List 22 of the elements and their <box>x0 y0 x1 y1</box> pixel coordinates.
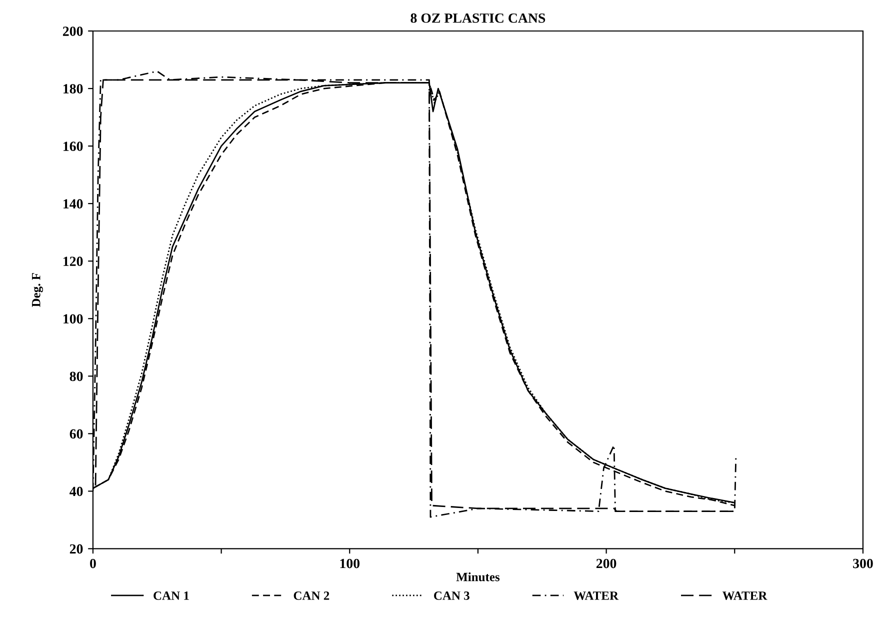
x-tick-label: 200 <box>596 558 616 568</box>
y-tick-label: 100 <box>64 314 83 324</box>
x-tick-label: 0 <box>90 558 96 568</box>
y-tick-label: 200 <box>62 26 83 36</box>
y-axis-title: Deg. F <box>32 273 43 307</box>
legend-label: WATER <box>722 592 768 600</box>
legend-label: CAN 3 <box>434 591 470 600</box>
y-tick-label: 20 <box>70 544 83 554</box>
y-tick-label: 180 <box>64 84 83 94</box>
y-tick-label: 60 <box>70 429 83 439</box>
x-tick-label: 300 <box>853 558 873 568</box>
legend-label: CAN 1 <box>154 591 189 600</box>
legend-label: WATER <box>574 592 619 600</box>
x-axis-title: Minutes <box>456 572 500 582</box>
y-tick-label: 120 <box>64 256 83 266</box>
y-tick-label: 160 <box>64 142 83 151</box>
y-tick-label: 80 <box>70 372 83 382</box>
y-tick-label: 140 <box>64 199 83 209</box>
x-tick-label: 100 <box>340 558 360 568</box>
legend-label: CAN 2 <box>294 591 330 600</box>
y-tick-label: 40 <box>70 486 83 496</box>
chart-title: 8 OZ PLASTIC CANS <box>410 13 546 23</box>
